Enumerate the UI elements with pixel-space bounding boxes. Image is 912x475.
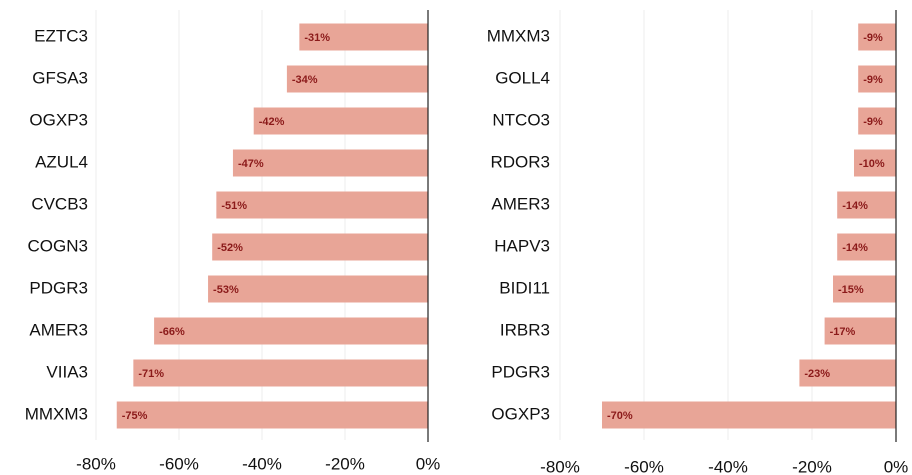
bar: [837, 233, 896, 261]
category-label: EZTC3: [34, 26, 88, 45]
bar: [154, 317, 428, 345]
value-label: -66%: [159, 326, 185, 338]
category-label: NTCO3: [492, 110, 550, 129]
x-tick-label: -40%: [708, 457, 748, 475]
bar: [858, 23, 896, 51]
category-label: HAPV3: [494, 236, 550, 255]
bar: [232, 149, 428, 177]
value-label: -10%: [859, 158, 885, 170]
x-tick-label: -20%: [325, 454, 365, 473]
value-label: -42%: [259, 116, 285, 128]
category-label: OGXP3: [491, 404, 550, 423]
category-label: CVCB3: [31, 194, 88, 213]
x-tick-label: -20%: [792, 457, 832, 475]
value-label: -9%: [863, 32, 883, 44]
bar: [208, 275, 428, 303]
category-label: IRBR3: [500, 320, 550, 339]
value-label: -23%: [804, 368, 830, 380]
value-label: -9%: [863, 74, 883, 86]
value-label: -15%: [838, 284, 864, 296]
value-label: -75%: [122, 410, 148, 422]
bar: [602, 401, 896, 429]
bar: [253, 107, 428, 135]
category-label: OGXP3: [29, 110, 88, 129]
value-label: -70%: [607, 410, 633, 422]
bar: [116, 401, 428, 429]
category-label: AMER3: [29, 320, 88, 339]
bar: [212, 233, 428, 261]
bar: [286, 65, 428, 93]
category-label: VIIA3: [46, 362, 88, 381]
x-tick-label: -40%: [242, 454, 282, 473]
category-label: BIDI11: [499, 278, 550, 297]
x-tick-label: -60%: [624, 457, 664, 475]
category-label: AZUL4: [35, 152, 88, 171]
value-label: -47%: [238, 158, 264, 170]
category-label: GOLL4: [495, 68, 550, 87]
bar: [216, 191, 428, 219]
bar: [299, 23, 428, 51]
category-label: PDGR3: [491, 362, 550, 381]
value-label: -52%: [217, 242, 243, 254]
category-label: MMXM3: [25, 404, 88, 423]
x-tick-label: 0%: [884, 457, 909, 475]
value-label: -53%: [213, 284, 239, 296]
category-label: PDGR3: [29, 278, 88, 297]
bar: [799, 359, 896, 387]
category-label: COGN3: [28, 236, 88, 255]
category-label: RDOR3: [490, 152, 550, 171]
bar: [854, 149, 896, 177]
bar: [837, 191, 896, 219]
value-label: -9%: [863, 116, 883, 128]
bar: [824, 317, 896, 345]
value-label: -14%: [842, 242, 868, 254]
value-label: -17%: [830, 326, 856, 338]
value-label: -51%: [221, 200, 247, 212]
category-label: GFSA3: [32, 68, 88, 87]
value-label: -34%: [292, 74, 318, 86]
bar: [133, 359, 428, 387]
value-label: -71%: [138, 368, 164, 380]
x-tick-label: -80%: [76, 454, 116, 473]
bar: [858, 107, 896, 135]
x-tick-label: 0%: [416, 454, 441, 473]
x-tick-label: -80%: [540, 457, 580, 475]
bar: [833, 275, 896, 303]
value-label: -14%: [842, 200, 868, 212]
category-label: AMER3: [491, 194, 550, 213]
x-tick-label: -60%: [159, 454, 199, 473]
category-label: MMXM3: [487, 26, 550, 45]
value-label: -31%: [304, 32, 330, 44]
bar: [858, 65, 896, 93]
